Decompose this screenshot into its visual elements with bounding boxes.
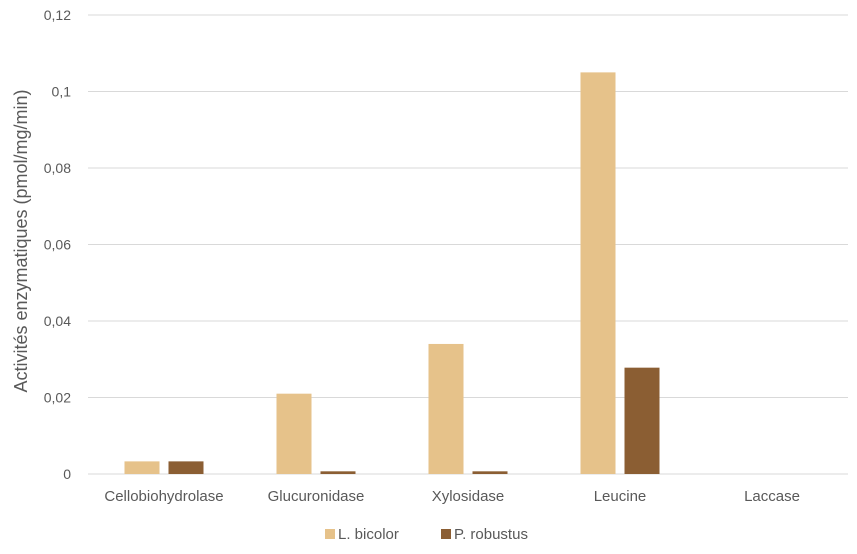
y-axis-ticks: 0 0,02 0,04 0,06 0,08 0,1 0,12	[44, 7, 71, 482]
y-axis-title: Activités enzymatiques (pmol/mg/min)	[11, 89, 31, 392]
y-tick-label: 0,12	[44, 7, 71, 23]
x-category-label: Xylosidase	[432, 488, 505, 505]
bar-p-robustus-cellobiohydrolase	[168, 461, 204, 474]
gridlines	[88, 14, 848, 475]
x-category-label: Glucuronidase	[268, 488, 365, 505]
bar-l-bicolor-xylosidase	[428, 343, 464, 474]
y-tick-label: 0	[63, 466, 71, 482]
x-category-label: Cellobiohydrolase	[104, 488, 223, 505]
legend-swatch-p-robustus	[441, 529, 451, 539]
bar-p-robustus-leucine	[624, 367, 660, 474]
legend-label-p-robustus: P. robustus	[454, 526, 528, 543]
y-tick-label: 0,08	[44, 160, 71, 176]
legend-label-l-bicolor: L. bicolor	[338, 526, 399, 543]
bar-p-robustus-xylosidase	[472, 471, 508, 474]
bar-l-bicolor-cellobiohydrolase	[124, 461, 160, 474]
legend: L. bicolor P. robustus	[325, 526, 528, 543]
y-tick-label: 0,02	[44, 390, 71, 406]
bar-p-robustus-glucuronidase	[320, 471, 356, 474]
x-category-label: Leucine	[594, 488, 647, 505]
x-axis-categories: Cellobiohydrolase Glucuronidase Xylosidase…	[104, 488, 800, 505]
y-tick-label: 0,1	[52, 84, 72, 100]
y-tick-label: 0,06	[44, 237, 71, 253]
bar-l-bicolor-leucine	[580, 72, 616, 474]
x-category-label: Laccase	[744, 488, 800, 505]
bar-l-bicolor-glucuronidase	[276, 393, 312, 474]
y-tick-label: 0,04	[44, 313, 71, 329]
bars	[124, 72, 660, 474]
legend-swatch-l-bicolor	[325, 529, 335, 539]
